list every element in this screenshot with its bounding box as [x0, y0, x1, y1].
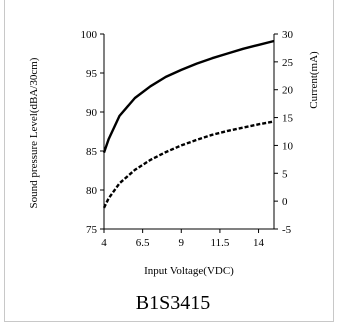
left-tick-label: 75: [86, 224, 98, 236]
chart-frame: [4, 0, 334, 322]
left-tick-label: 80: [86, 185, 98, 197]
right-tick-label: 25: [282, 57, 294, 69]
current-series-line: [102, 120, 275, 209]
left-tick-label: 100: [81, 29, 98, 41]
right-tick-label: 15: [282, 113, 294, 125]
left-tick-label: 85: [86, 146, 98, 158]
x-axis: 4 6.5 9 11.5 14: [101, 229, 265, 249]
right-tick-label: -5: [282, 224, 292, 236]
model-caption: B1S3415: [135, 292, 211, 314]
spl-series-line: [102, 39, 275, 153]
x-tick-label: 11.5: [210, 237, 229, 249]
right-tick-label: 0: [282, 196, 288, 208]
right-y-axis-title: Current(mA): [308, 51, 320, 109]
left-axis: 75 80 85 90 95 100: [81, 29, 104, 236]
x-tick-label: 9: [179, 237, 185, 249]
x-tick-label: 6.5: [136, 237, 150, 249]
left-tick-label: 95: [86, 68, 98, 80]
plot-area: [103, 34, 275, 230]
right-tick-label: 20: [282, 85, 294, 97]
right-axis: -5 0 5 10 15 20 25 30: [274, 29, 294, 236]
x-axis-title: Input Voltage(VDC): [144, 265, 234, 277]
x-tick-label: 4: [101, 237, 107, 249]
right-tick-label: 30: [282, 29, 294, 41]
right-tick-label: 5: [282, 168, 288, 180]
left-tick-label: 90: [86, 107, 98, 119]
series-layer: [102, 39, 275, 209]
x-tick-label: 14: [253, 237, 265, 249]
left-y-axis-title: Sound pressure Level(dBA/30cm): [28, 57, 40, 208]
chart: 75 80 85 90 95 100 -5 0 5 10 15 20 25 30 4 6.5 9 11.5 14…: [28, 29, 320, 277]
right-tick-label: 10: [282, 140, 294, 152]
